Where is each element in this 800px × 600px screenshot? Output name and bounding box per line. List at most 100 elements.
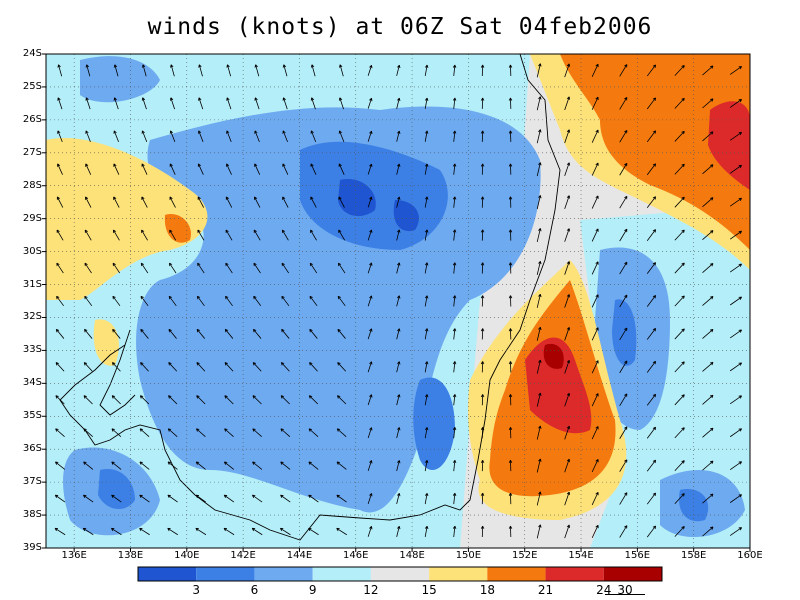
wind-arrow	[646, 97, 657, 110]
wind-arrow	[56, 295, 64, 307]
wind-arrow	[480, 459, 485, 472]
wind-arrow	[57, 97, 63, 110]
wind-arrow	[226, 163, 232, 175]
wind-arrow	[396, 493, 401, 505]
wind-arrow	[729, 296, 743, 306]
wind-arrow	[85, 97, 91, 110]
wind-arrow	[281, 328, 290, 339]
wind-arrow	[254, 97, 260, 110]
colorbar-swatch	[196, 567, 255, 581]
lat-label: 33S	[22, 344, 42, 356]
wind-arrow	[113, 97, 119, 110]
wind-arrow	[168, 362, 178, 372]
wind-arrow	[619, 228, 628, 242]
wind-arrow	[508, 196, 513, 208]
wind-arrow	[619, 459, 628, 472]
wind-arrow	[424, 328, 429, 340]
wind-arrow	[591, 491, 599, 506]
wind-arrow	[452, 328, 457, 340]
wind-arrow	[225, 229, 233, 241]
wind-arrow	[254, 64, 260, 77]
wind-arrow	[197, 262, 205, 274]
wind-arrow	[310, 229, 317, 241]
wind-arrow	[536, 96, 542, 111]
vector-reference-value: 30	[617, 583, 633, 597]
wind-arrow	[424, 64, 429, 76]
wind-arrow	[282, 97, 288, 110]
wind-arrow	[336, 428, 347, 438]
wind-arrow	[452, 163, 457, 175]
wind-arrow	[536, 228, 542, 243]
wind-arrow	[508, 130, 513, 142]
wind-arrow	[140, 362, 149, 372]
wind-arrow	[508, 97, 513, 109]
wind-arrow	[113, 64, 119, 77]
wind-arrow	[196, 362, 206, 372]
wind-arrow	[729, 362, 743, 372]
wind-arrow	[337, 295, 346, 307]
wind-arrow	[536, 293, 542, 308]
wind-arrow	[168, 328, 177, 339]
wind-arrow	[339, 64, 344, 77]
wind-arrow	[564, 162, 571, 177]
wind-arrow	[564, 96, 571, 111]
wind-arrow	[308, 461, 319, 470]
wind-arrow	[424, 492, 429, 505]
wind-arrow	[564, 327, 571, 341]
wind-arrow	[619, 129, 628, 143]
lon-label: 160E	[737, 550, 763, 561]
wind-arrow	[367, 328, 373, 340]
wind-arrow	[338, 229, 346, 241]
wind-arrow	[591, 162, 599, 176]
contour-band-0-3	[338, 179, 419, 232]
wind-arrow	[480, 295, 485, 307]
wind-arrow	[57, 64, 63, 77]
wind-arrow	[85, 130, 91, 143]
wind-arrow	[252, 428, 262, 438]
lat-label: 35S	[22, 410, 42, 422]
wind-arrow	[196, 428, 206, 438]
wind-arrow	[83, 428, 93, 438]
lat-label: 38S	[22, 509, 42, 521]
lat-label: 29S	[22, 212, 42, 224]
wind-arrow	[110, 527, 122, 536]
wind-arrow	[281, 262, 290, 274]
wind-arrow	[224, 395, 234, 405]
wind-arrow	[424, 229, 429, 241]
wind-arrow	[729, 263, 743, 273]
wind-arrow	[196, 328, 206, 339]
wind-arrow	[591, 195, 599, 209]
wind-arrow	[197, 229, 205, 241]
wind-arrow	[309, 295, 318, 307]
wind-arrow	[367, 163, 373, 175]
wind-arrow	[55, 362, 65, 372]
wind-arrow	[702, 296, 714, 306]
wind-arrow	[396, 130, 401, 142]
wind-arrow	[424, 196, 429, 208]
wind-arrow	[169, 229, 177, 241]
wind-arrow	[674, 64, 685, 76]
wind-arrow	[396, 394, 401, 406]
wind-arrow	[141, 64, 147, 77]
wind-arrow	[619, 64, 628, 77]
wind-arrow	[279, 527, 291, 536]
lon-label: 146E	[343, 550, 369, 561]
wind-arrow	[336, 461, 347, 470]
wind-arrow	[480, 196, 485, 208]
wind-arrow	[83, 395, 93, 405]
wind-arrow	[508, 361, 513, 373]
wind-arrow	[702, 197, 714, 208]
vector-reference-bar	[605, 594, 645, 595]
wind-arrow	[196, 395, 206, 405]
wind-arrow	[367, 64, 373, 76]
wind-arrow	[564, 392, 571, 407]
wind-arrow	[729, 395, 743, 405]
wind-arrow	[225, 262, 233, 274]
colorbar-label: 18	[479, 583, 495, 597]
wind-arrow	[591, 96, 599, 110]
wind-arrow	[508, 525, 513, 538]
wind-arrow	[226, 130, 232, 143]
wind-arrow	[646, 64, 657, 77]
wind-arrow	[252, 395, 262, 405]
wind-arrow	[367, 460, 373, 472]
